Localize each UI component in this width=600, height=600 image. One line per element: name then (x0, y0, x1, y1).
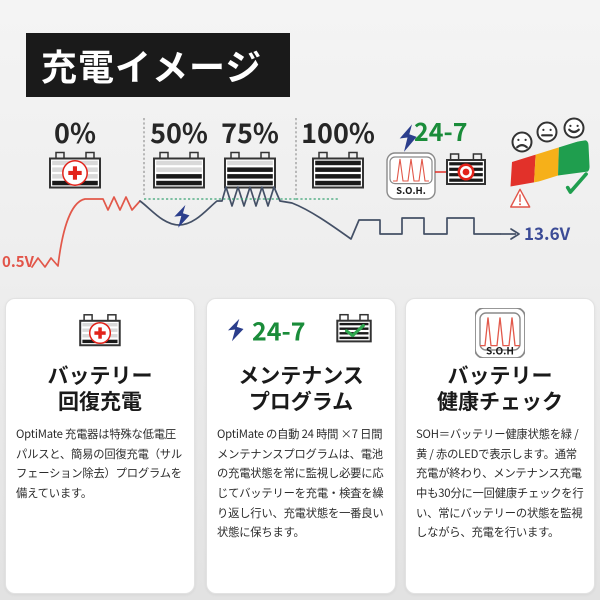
svg-text:100%: 100% (301, 112, 375, 151)
svg-text:24-7: 24-7 (252, 315, 306, 347)
svg-text:0%: 0% (54, 112, 96, 151)
svg-text:S.O.H: S.O.H (486, 343, 514, 358)
svg-text:S.O.H.: S.O.H. (396, 183, 426, 197)
svg-text:75%: 75% (221, 112, 279, 151)
svg-text:50%: 50% (150, 112, 208, 151)
svg-text:24-7: 24-7 (414, 113, 468, 149)
svg-text:13.6V: 13.6V (524, 220, 571, 245)
svg-text:0.5V: 0.5V (2, 251, 35, 272)
